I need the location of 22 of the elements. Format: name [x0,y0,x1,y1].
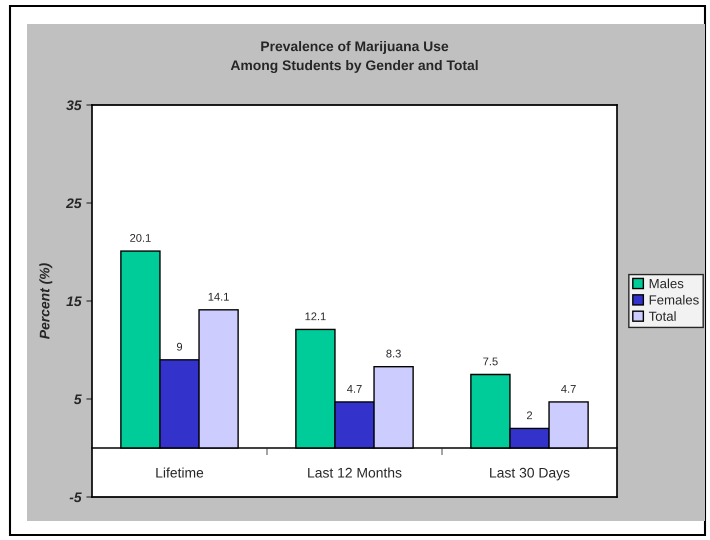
data-label: 2 [526,411,532,420]
legend-label: Males [650,278,684,288]
chart-title: Prevalence of Marijuana Use Among Students by Gender and Total [230,41,478,73]
x-tick-label: Last 30 Days [490,468,570,480]
data-label: 20.1 [130,234,151,242]
data-label: 8.3 [386,350,401,358]
data-label: 14.1 [208,292,229,301]
y-tick-label: 25 [66,198,82,208]
x-tick-label: Last 12 Months [308,467,402,478]
y-tick-label: 35 [66,100,82,110]
data-label: 12.1 [305,312,326,320]
y-tick-label: 15 [66,296,82,306]
data-label: 4.7 [561,385,576,393]
x-tick-label: Lifetime [156,467,204,478]
legend-label: Females [650,294,699,305]
y-axis-title: Percent (%) [39,263,52,339]
data-label: 9 [176,342,182,351]
y-tick-label: -5 [70,492,82,502]
data-label: 4.7 [347,385,362,393]
data-label: 7.5 [483,358,498,366]
y-tick-label: 5 [74,394,82,404]
legend-label: Total [648,311,676,321]
